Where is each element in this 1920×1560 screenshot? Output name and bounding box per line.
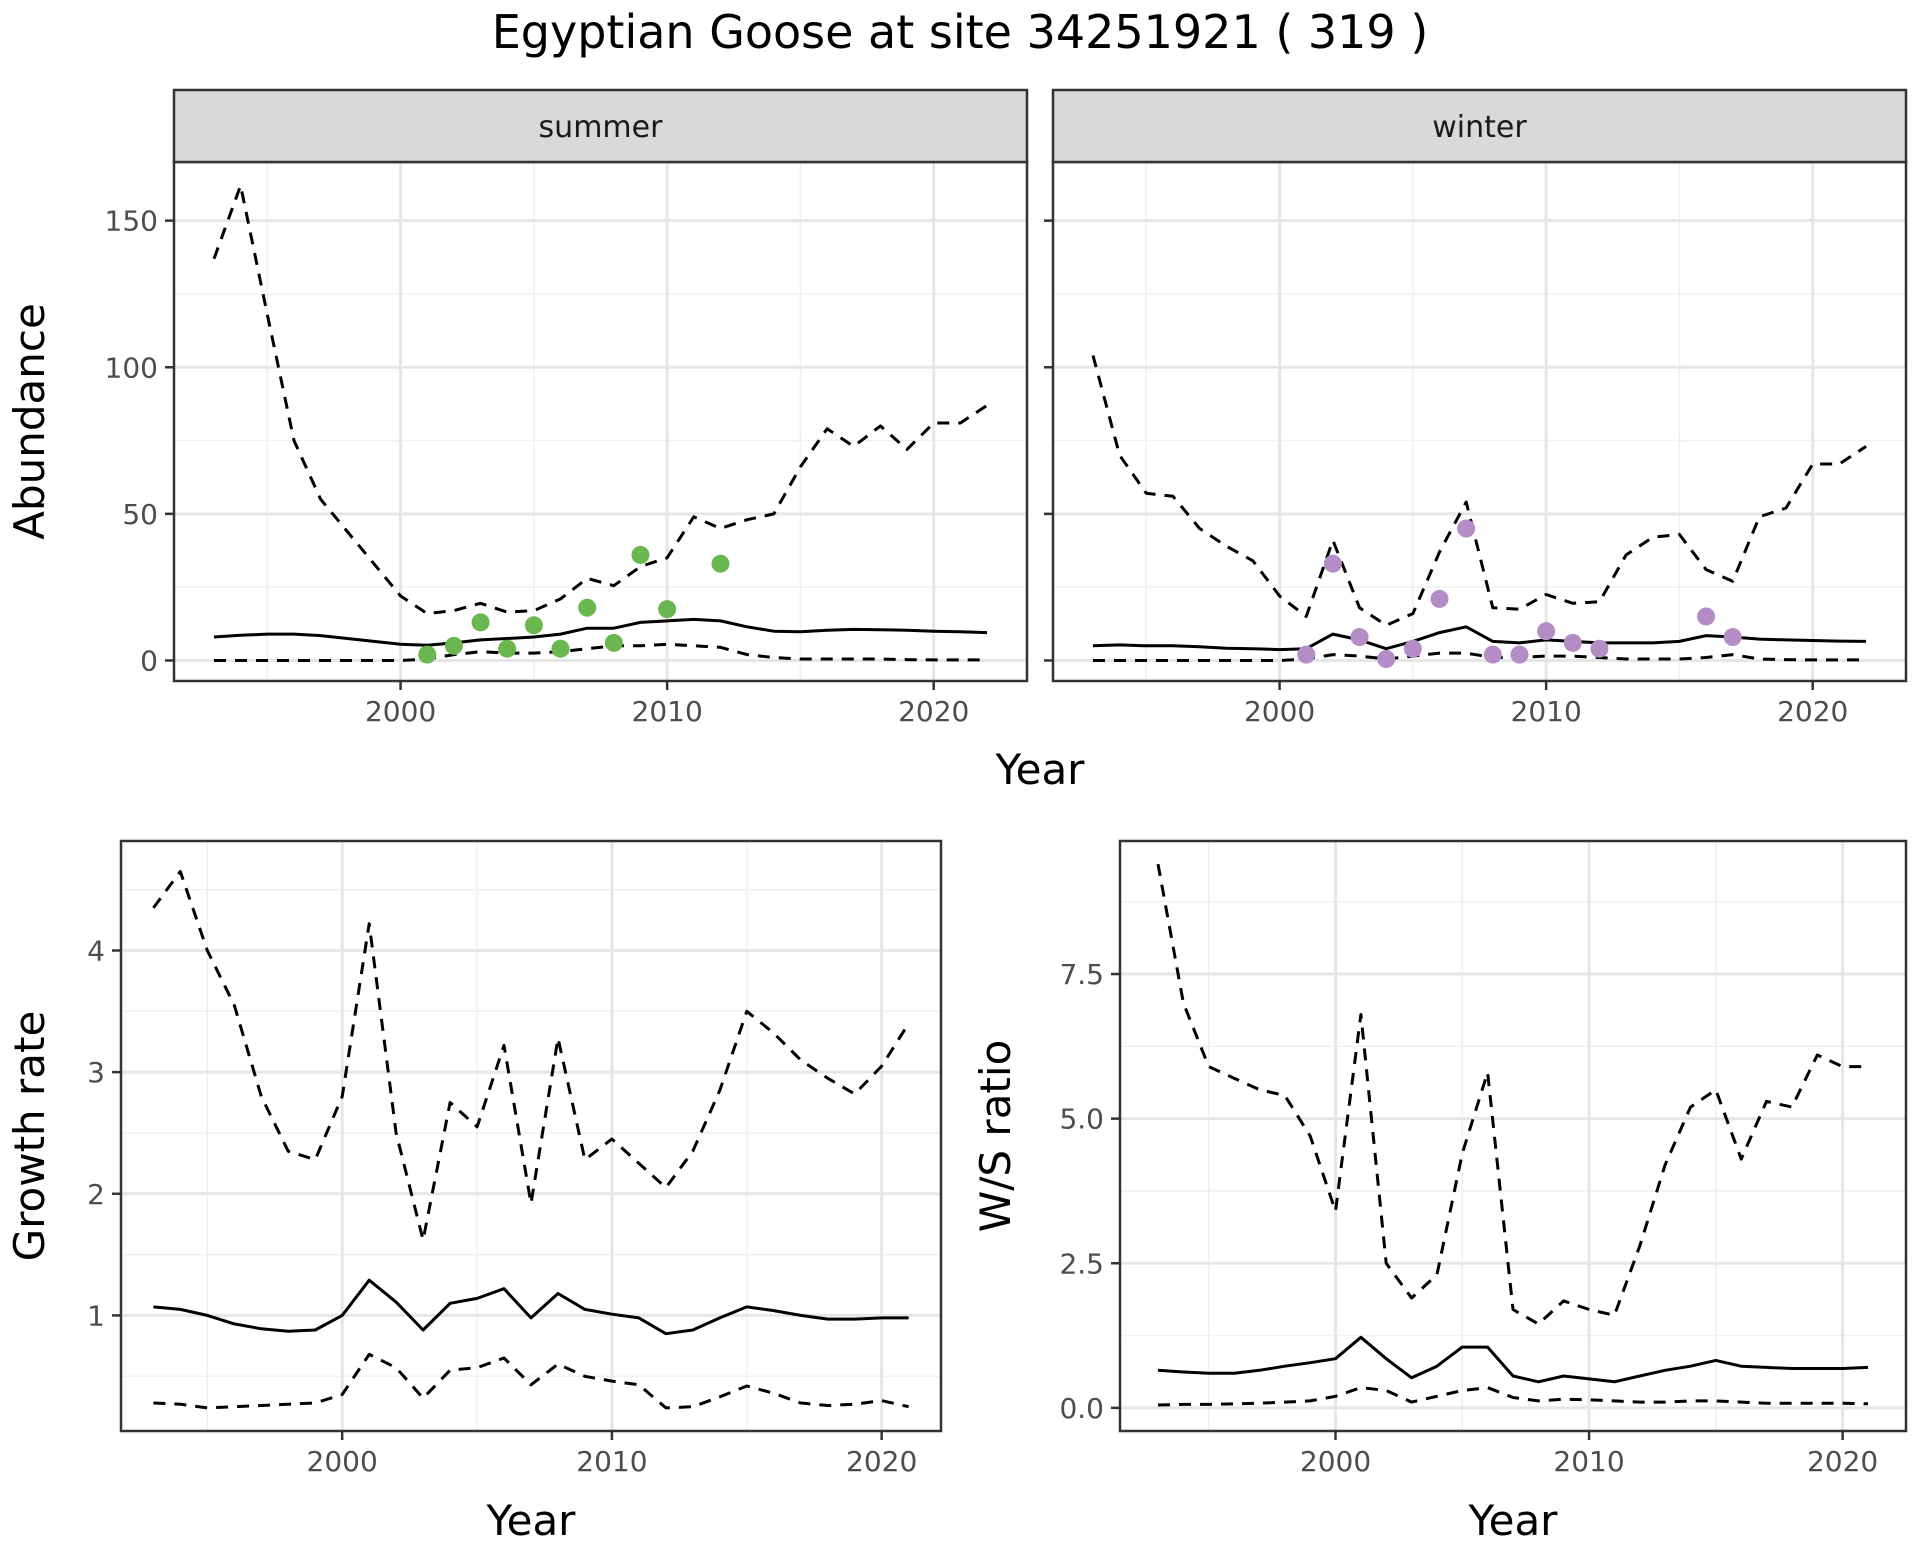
data-point-observed xyxy=(471,613,490,632)
series-line-median xyxy=(1157,1335,1869,1384)
x-tick-label: 2020 xyxy=(846,1445,917,1478)
series-line-lower xyxy=(153,1352,909,1410)
data-point-observed xyxy=(1723,628,1742,647)
x-tick-label: 2010 xyxy=(1511,695,1582,728)
data-point-observed xyxy=(498,639,517,658)
data-point-observed xyxy=(418,645,437,664)
series-line-upper xyxy=(1091,355,1867,627)
y-tick-label: 2 xyxy=(87,1178,105,1211)
x-tick-label: 2020 xyxy=(1807,1445,1878,1478)
x-tick-label: 2010 xyxy=(576,1445,647,1478)
data-point-observed xyxy=(711,554,730,573)
data-layer xyxy=(1091,355,1867,669)
series-line-lower xyxy=(1157,1386,1869,1407)
data-point-observed xyxy=(578,598,597,617)
data-point-observed xyxy=(1483,645,1502,664)
series-line-upper xyxy=(152,869,910,1242)
data-point-observed xyxy=(1377,650,1396,669)
data-point-observed xyxy=(1457,519,1476,538)
facet-strip xyxy=(172,88,1029,164)
panel-ws_ratio: 2000 2010 2020 0.0 2.5 5.0 7.5 W/S ratio Year xyxy=(971,839,1908,1545)
data-layer xyxy=(1156,863,1869,1407)
data-point-observed xyxy=(1510,645,1529,664)
facet-strip-label: summer xyxy=(539,110,664,145)
data-point-observed xyxy=(551,639,570,658)
y-axis-title: Growth rate xyxy=(5,1011,54,1262)
y-axis-title: Abundance xyxy=(5,303,54,540)
data-point-observed xyxy=(631,545,650,564)
y-tick-label: 3 xyxy=(87,1056,105,1089)
shared-labels: Year xyxy=(995,745,1086,794)
data-point-observed xyxy=(1403,639,1422,658)
plot-background xyxy=(1120,841,1906,1431)
y-tick-label: 150 xyxy=(105,205,158,238)
series-line-lower xyxy=(1093,651,1866,662)
y-tick-label: 0.0 xyxy=(1059,1392,1104,1425)
data-point-observed xyxy=(1590,639,1609,658)
x-tick-label: 2000 xyxy=(365,695,436,728)
figure-title: Egyptian Goose at site 34251921 ( 319 ) xyxy=(492,5,1429,59)
y-tick-label: 1 xyxy=(87,1299,105,1332)
series-line-upper xyxy=(1156,863,1868,1326)
panel-winter: winter 2000 2010 2020 xyxy=(1044,88,1908,728)
y-tick-label: 2.5 xyxy=(1059,1247,1104,1280)
x-axis-title: Year xyxy=(1468,1496,1559,1545)
x-tick-label: 2010 xyxy=(632,695,703,728)
y-tick-label: 0 xyxy=(140,644,158,677)
data-point-observed xyxy=(1430,589,1449,608)
data-point-observed xyxy=(1563,633,1582,652)
panel-border xyxy=(119,839,943,1433)
x-tick-label: 2010 xyxy=(1553,1445,1624,1478)
plot-background xyxy=(1053,162,1906,681)
plot-background xyxy=(121,841,941,1431)
data-point-observed xyxy=(444,636,463,655)
panel-summer: summer 2000 2010 2020 0 50 100 150 Abundance xyxy=(5,88,1029,728)
x-tick-label: 2000 xyxy=(1300,1445,1371,1478)
y-tick-label: 5.0 xyxy=(1059,1103,1104,1136)
y-axis-title: W/S ratio xyxy=(971,1040,1020,1233)
data-point-observed xyxy=(1350,628,1369,647)
data-point-observed xyxy=(1697,607,1716,626)
x-tick-label: 2020 xyxy=(1777,695,1848,728)
x-tick-label: 2000 xyxy=(1244,695,1315,728)
series-line-upper xyxy=(212,184,988,616)
data-point-observed xyxy=(658,600,677,619)
panels: summer 2000 2010 2020 0 50 100 150 Abundance wint… xyxy=(5,88,1908,1545)
data-point-observed xyxy=(1297,645,1316,664)
plot-background xyxy=(174,162,1027,681)
panel-growth: 2000 2010 2020 1 2 3 4 Growth rate Year xyxy=(5,839,943,1545)
x-axis-title: Year xyxy=(995,745,1086,794)
data-layer xyxy=(212,184,988,664)
series-line-lower xyxy=(214,642,987,662)
y-tick-label: 7.5 xyxy=(1059,958,1104,991)
data-point-observed xyxy=(1323,554,1342,573)
facet-strip-label: winter xyxy=(1432,110,1527,145)
x-tick-label: 2020 xyxy=(898,695,969,728)
x-tick-label: 2000 xyxy=(307,1445,378,1478)
series-line-median xyxy=(213,617,988,647)
y-tick-label: 4 xyxy=(87,934,105,967)
facet-strip xyxy=(1051,88,1908,164)
data-point-observed xyxy=(1537,622,1556,641)
panel-border xyxy=(1118,839,1908,1433)
series-line-median xyxy=(153,1278,909,1336)
y-tick-label: 50 xyxy=(122,498,158,531)
data-point-observed xyxy=(524,616,543,635)
y-tick-label: 100 xyxy=(105,351,158,384)
x-axis-title: Year xyxy=(486,1496,577,1545)
data-point-observed xyxy=(604,633,623,652)
data-layer xyxy=(152,869,910,1410)
